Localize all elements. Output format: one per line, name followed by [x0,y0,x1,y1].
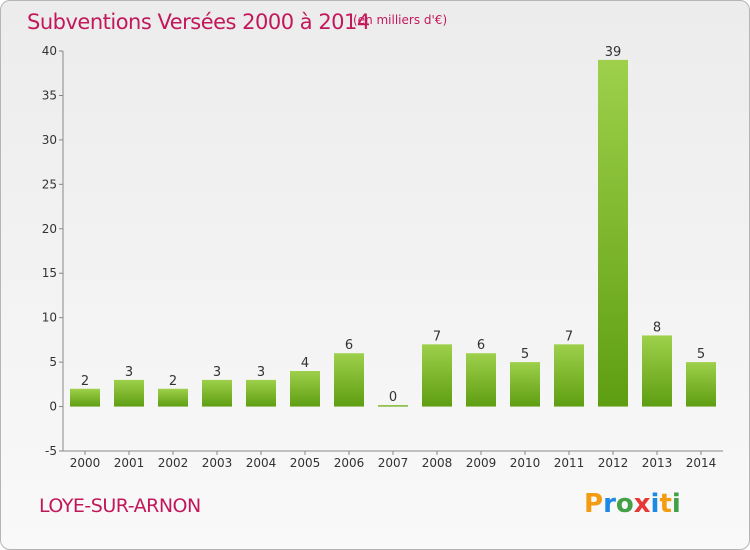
y-tick-label: 25 [42,177,57,191]
bar-value-label: 7 [433,329,441,344]
x-tick-label: 2002 [158,456,189,470]
logo-letter: i [671,489,681,519]
chart-unit: (en milliers d'€) [353,13,448,27]
bar [70,388,100,407]
bar-value-label: 6 [477,338,485,353]
bar [202,379,232,407]
bar [598,59,628,407]
x-tick-label: 2005 [290,456,321,470]
proxiti-logo[interactable]: Proxiti [584,489,681,519]
logo-letter: t [659,489,672,519]
bar [114,379,144,407]
bar-value-label: 2 [81,374,89,389]
y-tick-label: 35 [42,88,57,102]
bar-value-label: 3 [125,365,133,380]
bar [554,344,584,407]
bar [378,405,408,407]
logo-letter: i [650,489,660,519]
bar [246,379,276,407]
bar [466,353,496,407]
bar [334,353,364,407]
x-tick-label: 2011 [554,456,585,470]
y-tick-label: 0 [49,400,57,414]
bar-value-label: 5 [697,347,705,362]
logo-letter: P [584,489,604,519]
bar-value-label: 5 [521,347,529,362]
x-tick-label: 2004 [246,456,277,470]
bar [158,388,188,407]
x-tick-label: 2014 [686,456,717,470]
x-tick-label: 2006 [334,456,365,470]
x-tick-label: 2003 [202,456,233,470]
bar-value-label: 7 [565,329,573,344]
bar [686,362,716,407]
bar-value-label: 0 [389,390,397,405]
x-tick-label: 2008 [422,456,453,470]
x-tick-label: 2012 [598,456,629,470]
bar [422,344,452,407]
logo-letter: r [603,489,616,519]
commune-name: LOYE-SUR-ARNON [39,495,201,517]
y-tick-label: 15 [42,266,57,280]
y-tick-label: 40 [42,44,57,58]
x-tick-label: 2009 [466,456,497,470]
x-tick-label: 2013 [642,456,673,470]
x-tick-label: 2010 [510,456,541,470]
chart-title: Subventions Versées 2000 à 2014 [27,10,370,34]
bar-value-label: 6 [345,338,353,353]
y-tick-label: 20 [42,222,57,236]
logo-letter: x [633,489,651,519]
bar-value-label: 3 [257,365,265,380]
x-tick-label: 2001 [114,456,145,470]
bar-value-label: 4 [301,356,309,371]
x-tick-label: 2000 [70,456,101,470]
bar-value-label: 39 [605,45,622,60]
bar-value-label: 2 [169,374,177,389]
bar [290,371,320,407]
logo-letter: o [615,489,634,519]
y-tick-label: 10 [42,311,57,325]
y-tick-label: -5 [45,444,57,458]
bar [642,335,672,407]
bar [510,362,540,407]
x-tick-label: 2007 [378,456,409,470]
bar-value-label: 8 [653,320,661,335]
y-tick-label: 5 [49,355,57,369]
y-tick-label: 30 [42,133,57,147]
bar-value-label: 3 [213,365,221,380]
